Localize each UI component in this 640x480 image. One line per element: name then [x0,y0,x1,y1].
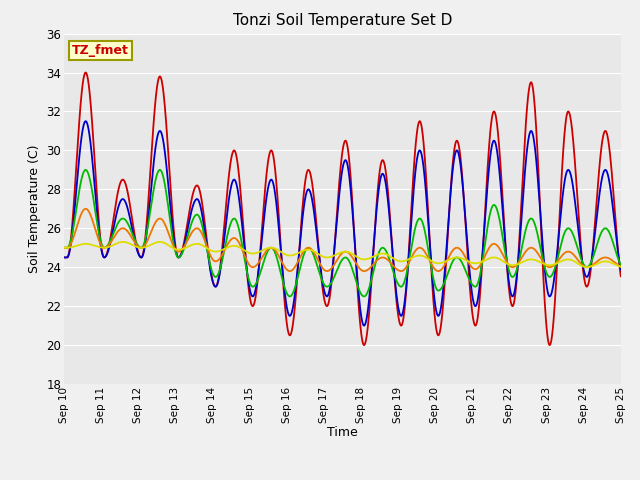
-8cm [331,272,339,278]
-2cm [602,128,609,134]
Line: -8cm: -8cm [64,170,621,296]
-2cm [89,128,97,133]
-32cm [617,264,625,270]
-16cm [60,245,68,251]
-32cm [331,252,339,258]
-8cm [602,226,609,231]
-4cm [499,212,507,218]
-4cm [602,167,609,173]
-32cm [88,242,96,248]
-2cm [617,273,625,279]
-16cm [89,218,97,224]
-32cm [60,245,68,251]
-16cm [602,254,609,260]
X-axis label: Time: Time [327,426,358,439]
-8cm [82,167,90,173]
-4cm [60,254,68,260]
-4cm [601,167,609,173]
-16cm [617,264,625,269]
-32cm [602,259,609,264]
-2cm [60,254,68,260]
-16cm [332,260,339,266]
Line: -32cm: -32cm [64,242,621,267]
-4cm [316,263,324,269]
-4cm [82,119,90,124]
-2cm [82,70,90,75]
Title: Tonzi Soil Temperature Set D: Tonzi Soil Temperature Set D [233,13,452,28]
-2cm [601,128,609,134]
-16cm [601,254,609,260]
-32cm [119,239,127,245]
-2cm [360,342,368,348]
-8cm [360,293,368,299]
Line: -16cm: -16cm [64,209,621,271]
-16cm [499,252,507,258]
-32cm [499,258,506,264]
-8cm [601,226,609,231]
-2cm [331,237,339,243]
Line: -2cm: -2cm [64,72,621,345]
-16cm [323,268,331,274]
-8cm [617,262,625,267]
-8cm [499,236,507,242]
-8cm [60,245,68,251]
-16cm [82,206,90,212]
-16cm [316,262,324,267]
-32cm [316,252,324,258]
-4cm [360,323,368,328]
Y-axis label: Soil Temperature (C): Soil Temperature (C) [28,144,41,273]
Text: TZ_fmet: TZ_fmet [72,44,129,57]
-8cm [89,192,97,197]
Line: -4cm: -4cm [64,121,621,325]
-4cm [331,239,339,245]
-2cm [499,202,507,207]
-32cm [583,264,591,270]
-32cm [601,259,609,264]
-4cm [617,267,625,273]
-8cm [316,273,324,278]
-4cm [89,161,97,167]
-2cm [316,264,324,270]
